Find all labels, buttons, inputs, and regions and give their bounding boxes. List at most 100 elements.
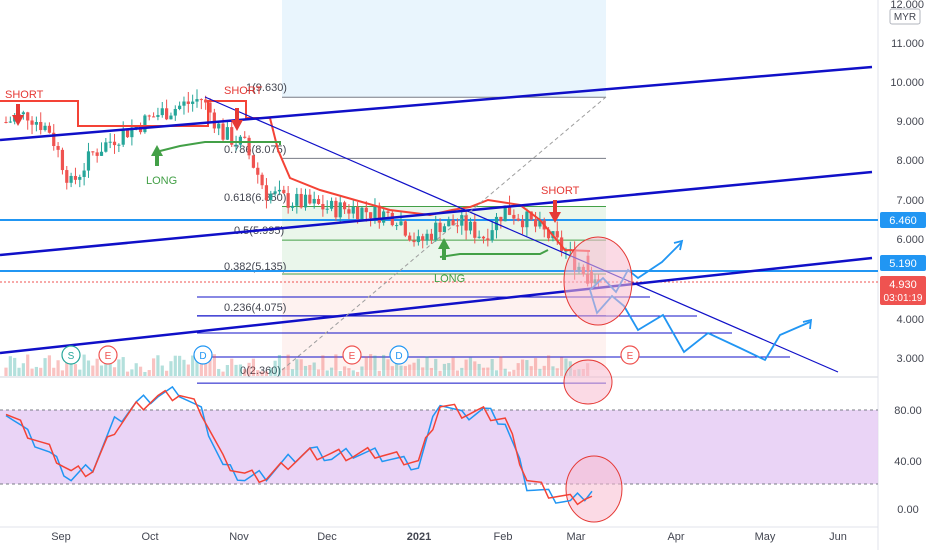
- volume-bar: [221, 371, 225, 376]
- highlight-circle-osc: [565, 455, 623, 523]
- stop-line-green: [159, 141, 281, 152]
- volume-bar: [386, 359, 390, 376]
- volume-bar: [377, 370, 381, 376]
- candle-body: [321, 203, 325, 210]
- price-tick-8: 4.000: [896, 314, 924, 326]
- volume-bar: [160, 365, 164, 376]
- stoch-oscillator: [5, 385, 593, 506]
- long-arrow-1-stem: [155, 156, 159, 166]
- short-arrow-3-stem: [553, 200, 557, 212]
- candle-body: [60, 149, 65, 171]
- candle-body: [364, 207, 368, 213]
- candle-body: [108, 141, 112, 143]
- candle-body: [369, 212, 373, 219]
- candle-body: [204, 99, 208, 103]
- candle-body: [507, 205, 512, 215]
- candle-body: [151, 116, 156, 118]
- candle-body: [234, 144, 238, 146]
- volume-bar: [295, 359, 299, 376]
- event-marker-e3[interactable]: E: [620, 345, 640, 365]
- volume-bar: [186, 364, 190, 376]
- time-label-nov: Nov: [229, 531, 249, 543]
- candle-body: [564, 250, 568, 252]
- volume-bar: [91, 365, 95, 376]
- candle-body: [421, 236, 425, 241]
- candle-body: [191, 101, 195, 104]
- candle-body: [112, 141, 117, 146]
- event-marker-e2[interactable]: E: [342, 345, 362, 365]
- price-tick-3: 9.000: [896, 116, 924, 128]
- candle-body: [147, 115, 151, 117]
- candle-body: [312, 198, 316, 204]
- level-badge-2: [880, 255, 926, 271]
- volume-bar: [60, 370, 65, 376]
- short-arrow-2-stem: [235, 108, 239, 120]
- candle-body: [468, 221, 473, 231]
- candle-body: [299, 193, 303, 208]
- candle-body: [286, 193, 290, 208]
- candle-body: [395, 225, 399, 227]
- fib-label-0786: 0.786(8.075): [224, 144, 286, 156]
- volume-bar: [125, 371, 130, 376]
- volume-bar: [243, 369, 247, 376]
- candle-body: [178, 105, 182, 110]
- volume-bar: [412, 362, 416, 376]
- candle-body: [351, 206, 355, 214]
- level-badge-1-text: 6.460: [889, 215, 917, 227]
- candle-body: [533, 219, 538, 227]
- volume-bar: [247, 362, 251, 376]
- volume-bar: [99, 365, 104, 376]
- currency-label: MYR: [894, 12, 916, 23]
- volume-bar: [403, 366, 407, 376]
- candle-body: [334, 200, 338, 218]
- volume-bar: [421, 367, 425, 376]
- short-label-1: SHORT: [5, 89, 44, 101]
- volume-bar: [490, 358, 494, 376]
- short-arrow-1: [12, 115, 24, 126]
- volume-bar: [169, 361, 173, 376]
- volume-bar: [560, 357, 564, 376]
- osc-tick-80: 80.00: [894, 405, 922, 417]
- volume-bar: [52, 367, 56, 376]
- volume-bar: [56, 360, 60, 376]
- candle-body: [282, 189, 286, 194]
- candle-body: [290, 205, 295, 208]
- candle-body: [182, 101, 186, 106]
- volume-bar: [234, 364, 238, 376]
- volume-bar: [329, 367, 334, 376]
- volume-bar: [429, 367, 433, 376]
- volume-bar: [507, 371, 512, 376]
- volume-bar: [503, 368, 507, 376]
- volume-bar: [399, 365, 403, 376]
- event-marker-d2[interactable]: D: [389, 345, 409, 365]
- candle-body: [538, 220, 542, 227]
- event-marker-d1[interactable]: D: [193, 345, 213, 365]
- fib-label-0236: 0.236(4.075): [224, 302, 286, 314]
- volume-bar: [21, 363, 25, 376]
- volume-bar: [512, 369, 516, 376]
- volume-bar: [390, 366, 394, 376]
- candle-body: [442, 226, 447, 233]
- candle-body: [455, 225, 460, 227]
- volume-bar: [360, 366, 364, 376]
- short-arrow-2: [231, 120, 243, 131]
- highlight-circle-price: [563, 236, 633, 326]
- price-tick-1: 11.000: [891, 38, 924, 50]
- candle-body: [434, 222, 438, 240]
- candle-body: [399, 221, 403, 226]
- candle-body: [225, 127, 229, 140]
- candle-body: [516, 218, 520, 221]
- volume-bar: [438, 370, 442, 376]
- candle-body: [408, 235, 412, 241]
- svg-text:S: S: [68, 351, 75, 362]
- candle-body: [382, 211, 386, 223]
- volume-bar: [477, 363, 481, 376]
- currency-badge[interactable]: [889, 8, 921, 25]
- volume-bar: [538, 368, 542, 376]
- event-marker-e1[interactable]: E: [98, 345, 118, 365]
- event-marker-s[interactable]: S: [61, 345, 81, 365]
- candle-body: [251, 155, 256, 168]
- candle-body: [125, 129, 130, 138]
- candle-body: [273, 191, 277, 194]
